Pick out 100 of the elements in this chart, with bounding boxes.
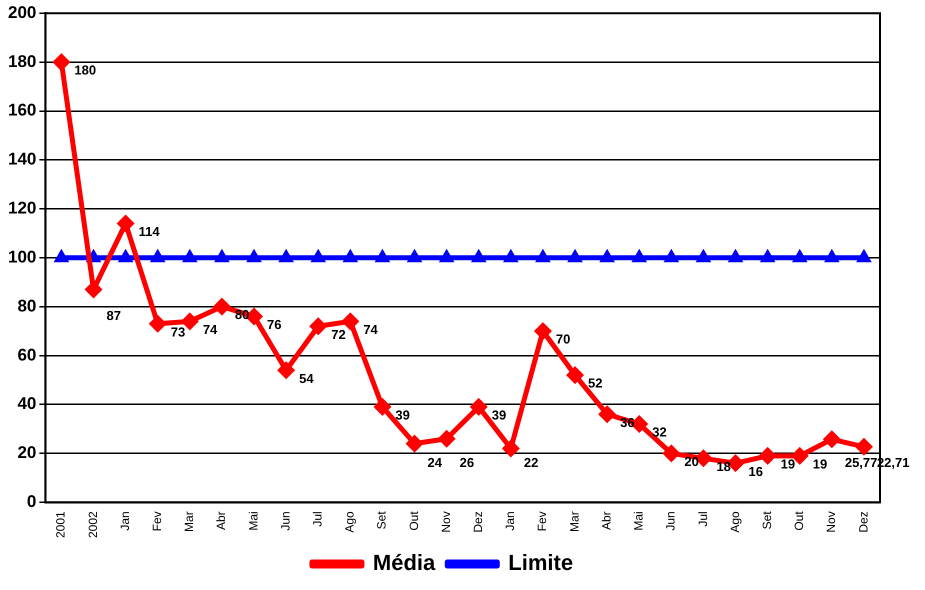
point — [470, 248, 487, 262]
x-tick-label: Set — [374, 510, 389, 530]
y-tick-label: 0 — [26, 492, 36, 511]
point — [278, 248, 294, 262]
y-tick-label: 100 — [8, 247, 36, 266]
data-label: 114 — [138, 224, 160, 240]
x-tick-label: Jun — [664, 511, 678, 531]
y-tick-label: 40 — [17, 394, 36, 414]
point — [342, 248, 358, 262]
data-label: 16 — [748, 464, 764, 479]
point — [696, 248, 712, 262]
point — [438, 430, 456, 448]
x-tick-label: Mai — [246, 511, 260, 531]
point — [856, 248, 872, 262]
y-tick-label: 140 — [8, 150, 36, 169]
x-tick-label: Set — [760, 510, 774, 530]
y-tick-label: 160 — [8, 100, 36, 120]
x-tick-label: 2001 — [54, 510, 68, 538]
data-label: 76 — [267, 317, 282, 332]
data-label: 74 — [363, 322, 379, 337]
point — [470, 398, 488, 416]
point — [598, 405, 616, 424]
data-label: 73 — [170, 324, 186, 340]
data-label: 32 — [652, 424, 667, 440]
point — [567, 248, 583, 262]
x-tick-label: Out — [406, 510, 421, 531]
point — [822, 430, 841, 448]
point — [503, 248, 519, 262]
point — [792, 248, 808, 262]
point — [214, 248, 230, 262]
point — [631, 248, 648, 262]
y-tick-label: 200 — [8, 2, 36, 22]
x-tick-label: Mai — [632, 511, 646, 531]
point — [662, 444, 680, 462]
x-tick-label: Ago — [728, 510, 742, 533]
x-tick-label: Dez — [856, 511, 870, 533]
data-label: 18 — [716, 458, 731, 474]
point — [54, 248, 70, 262]
data-label: 52 — [588, 376, 603, 391]
point — [182, 248, 198, 262]
data-label: 39 — [395, 408, 410, 423]
point — [150, 248, 166, 262]
point — [566, 366, 584, 384]
x-tick-label: Out — [792, 510, 806, 531]
x-tick-label: Mar — [182, 511, 196, 532]
point — [438, 248, 454, 262]
data-label: 74 — [202, 322, 218, 337]
point — [310, 248, 326, 262]
y-tick-label: 60 — [17, 345, 36, 364]
point — [728, 248, 744, 262]
point — [502, 440, 520, 458]
point — [148, 314, 167, 333]
x-tick-label: Mar — [567, 511, 582, 532]
point — [534, 322, 552, 340]
x-tick-label: Nov — [824, 511, 838, 533]
point — [406, 434, 424, 453]
data-label: 26 — [460, 454, 474, 470]
x-tick-label: Nov — [438, 511, 453, 533]
point — [824, 248, 840, 262]
point — [535, 248, 551, 262]
x-tick-label: Jan — [503, 511, 518, 531]
data-label: 87 — [106, 308, 121, 324]
data-label: 70 — [556, 332, 570, 347]
data-label: 22 — [524, 454, 538, 470]
y-tick-label: 20 — [17, 443, 36, 462]
y-tick-label: 80 — [17, 296, 36, 316]
data-label: 180 — [74, 62, 96, 78]
x-tick-label: Jun — [278, 511, 292, 531]
point — [341, 312, 360, 330]
x-tick-label: Fev — [535, 511, 550, 532]
point — [309, 317, 328, 336]
x-tick-label: Jan — [118, 511, 132, 531]
legend-label: Limite — [508, 550, 574, 576]
x-tick-label: Fev — [150, 511, 164, 532]
point — [246, 248, 262, 262]
y-tick-label: 180 — [8, 52, 36, 71]
x-tick-label: 2002 — [86, 510, 100, 538]
x-tick-label: Jul — [310, 511, 325, 527]
data-label: 72 — [331, 326, 346, 342]
data-label: 19 — [780, 456, 796, 472]
data-label: 24 — [428, 454, 443, 470]
x-tick-label: Jul — [696, 511, 710, 527]
data-label: 25,77 — [844, 454, 878, 470]
x-tick-label: Ago — [342, 510, 357, 533]
point — [373, 398, 392, 416]
data-label: 39 — [492, 408, 506, 423]
y-tick-label: 120 — [8, 198, 36, 218]
point — [599, 248, 615, 262]
point — [760, 248, 776, 262]
x-tick-label: Dez — [471, 511, 486, 533]
data-label: 54 — [299, 370, 314, 386]
point — [118, 248, 134, 262]
point — [277, 361, 296, 380]
point — [854, 438, 873, 456]
x-tick-label: Abr — [599, 511, 614, 530]
point — [664, 248, 680, 262]
point — [374, 248, 390, 262]
data-label: 19 — [812, 456, 828, 472]
x-tick-label: Abr — [214, 511, 228, 530]
point — [406, 248, 422, 262]
